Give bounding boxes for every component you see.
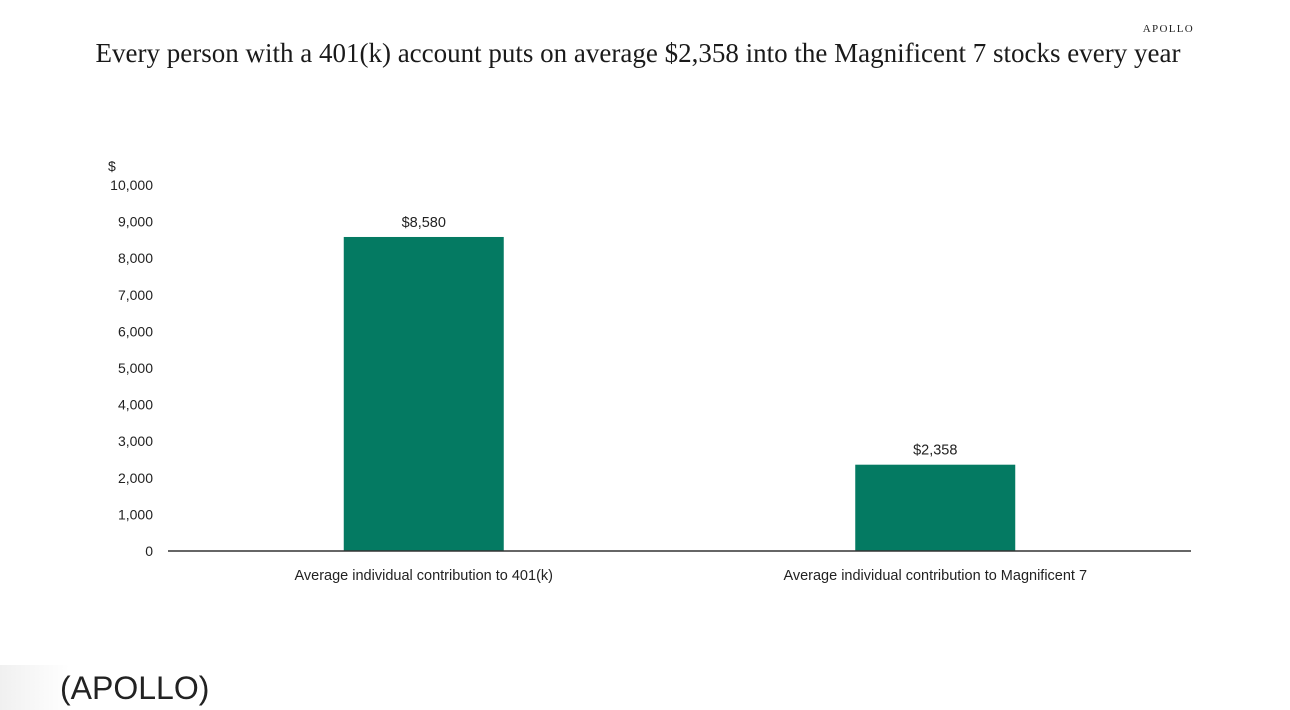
y-tick-label: 0 <box>145 543 153 559</box>
bar-data-label: $8,580 <box>402 215 446 231</box>
y-tick-label: 9,000 <box>118 214 153 230</box>
y-tick-label: 4,000 <box>118 397 153 413</box>
x-category-label: Average individual contribution to Magni… <box>783 568 1087 584</box>
x-category-label: Average individual contribution to 401(k… <box>295 568 553 584</box>
y-axis-unit-label: $ <box>108 158 116 174</box>
bar-chart: $0 1,000 2,000 3,000 4,000 5,000 6,000 7,000 8,0… <box>108 158 1191 584</box>
y-tick-label: 7,000 <box>118 287 153 303</box>
chart-title: Every person with a 401(k) account puts … <box>95 38 1181 68</box>
brand-logo: APOLLO <box>1142 23 1194 35</box>
y-tick-label: 8,000 <box>118 250 153 266</box>
y-tick-label: 10,000 <box>110 177 153 193</box>
bar <box>343 236 504 552</box>
bar-data-label: $2,358 <box>913 443 957 459</box>
source-caption: (APOLLO) <box>60 670 210 706</box>
source-shadow <box>0 665 70 710</box>
bar <box>855 464 1016 551</box>
y-tick-label: 1,000 <box>118 506 153 522</box>
y-tick-label: 3,000 <box>118 433 153 449</box>
y-tick-label: 2,000 <box>118 470 153 486</box>
y-tick-label: 5,000 <box>118 360 153 376</box>
y-tick-label: 6,000 <box>118 323 153 339</box>
